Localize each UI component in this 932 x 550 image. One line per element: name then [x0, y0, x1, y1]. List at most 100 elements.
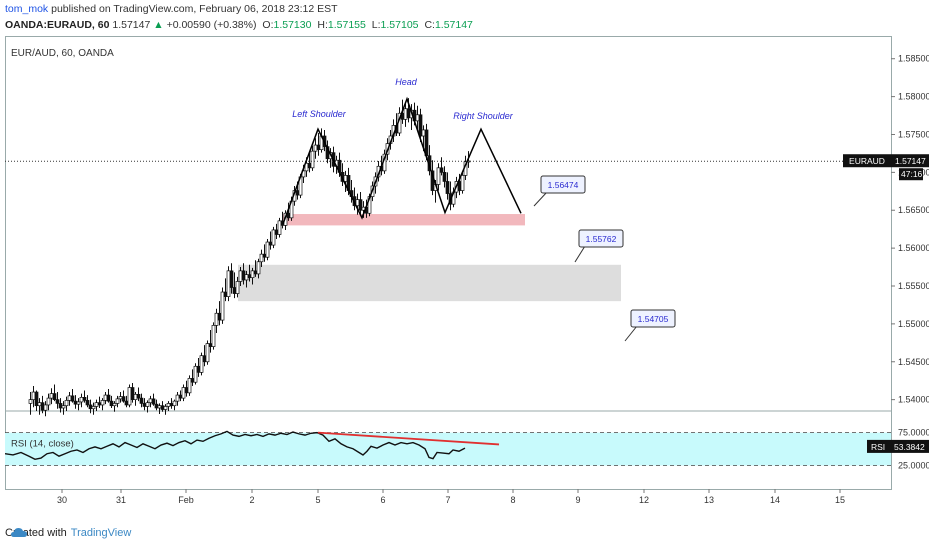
last-price: 1.57147	[112, 19, 151, 31]
candle-body	[160, 405, 165, 410]
x-tick-label: 14	[770, 495, 780, 505]
y-tick-label: 1.56500	[898, 205, 929, 215]
high-value: 1.57155	[327, 19, 366, 31]
x-tick-label: 9	[575, 495, 580, 505]
y-tick-label: 1.55500	[898, 281, 929, 291]
rsi-tag	[867, 439, 891, 453]
candle-body	[169, 403, 174, 407]
candle-body	[241, 270, 246, 281]
candle-body	[229, 270, 234, 288]
candle-body	[142, 403, 147, 407]
candle-body	[52, 393, 57, 400]
target-1564-label: 1.56474	[548, 180, 579, 190]
candle-body	[253, 270, 258, 275]
candle-body	[139, 397, 144, 404]
candle-body	[115, 398, 120, 404]
candle-body	[133, 393, 138, 400]
candle-body	[148, 398, 153, 404]
up-arrow-icon: ▲	[153, 19, 164, 31]
chart-area[interactable]: 1.585001.580001.575001.570001.565001.560…	[5, 36, 929, 523]
candle-body	[211, 325, 216, 347]
candle-body	[196, 365, 201, 373]
target-1564-box	[540, 175, 586, 194]
candle-body	[166, 403, 171, 407]
candle-body	[28, 399, 33, 404]
candle-body	[442, 172, 447, 182]
candle-body	[109, 400, 114, 407]
rsi-value-label: 53.3842	[894, 442, 925, 452]
chart-title: EUR/AUD, 60, OANDA	[11, 48, 114, 59]
candle-body	[58, 403, 63, 409]
x-tick-label: 2	[249, 495, 254, 505]
symbol-tag-label: EURAUD	[849, 156, 885, 166]
candle-body	[157, 405, 162, 409]
resistance-zone	[283, 214, 525, 226]
candle-body	[106, 394, 111, 402]
candle-body	[247, 274, 252, 279]
countdown-tag	[899, 168, 923, 181]
candle-body	[316, 144, 321, 150]
author-link[interactable]: tom_mok	[5, 3, 49, 15]
candle-body	[265, 241, 270, 258]
x-tick-label: Feb	[178, 495, 194, 505]
candle-body	[100, 400, 105, 406]
tradingview-cloud-icon	[11, 528, 27, 537]
candle-body	[49, 393, 54, 399]
candle-body	[130, 387, 135, 400]
candle-body	[187, 378, 192, 394]
target-1547-box	[630, 309, 676, 328]
price-tag	[891, 154, 929, 168]
candle-body	[205, 343, 210, 363]
chart-canvas[interactable]: 1.585001.580001.575001.570001.565001.560…	[5, 36, 929, 523]
x-tick-label: 15	[835, 495, 845, 505]
x-tick-label: 8	[510, 495, 515, 505]
candle-body	[91, 406, 96, 410]
symbol-tag	[843, 154, 891, 168]
candle-body	[250, 270, 255, 279]
open-value: 1.57130	[273, 19, 312, 31]
x-tick-label: 31	[116, 495, 126, 505]
high-label: H:	[317, 19, 328, 31]
candle-body	[31, 391, 36, 400]
candle-body	[208, 343, 213, 347]
candle-body	[199, 355, 204, 373]
y-tick-label: 1.54000	[898, 395, 929, 405]
candle-body	[118, 396, 123, 400]
rsi-tick-label: 75.0000	[898, 428, 929, 438]
x-tick-label: 12	[639, 495, 649, 505]
y-tick-label: 1.58500	[898, 54, 929, 64]
candle-body	[73, 400, 78, 405]
candle-body	[145, 402, 150, 407]
candle-body	[439, 167, 444, 173]
candle-body	[127, 387, 132, 406]
candle-body	[418, 114, 423, 137]
y-tick-label: 1.56000	[898, 243, 929, 253]
candle-body	[175, 394, 180, 402]
price-tag-label: 1.57147	[895, 156, 926, 166]
x-tick-label: 30	[57, 495, 67, 505]
candle-body	[37, 402, 42, 407]
candle-body	[232, 287, 237, 294]
right-shoulder-label: Right Shoulder	[453, 111, 514, 121]
candle-body	[112, 403, 117, 407]
candle-body	[259, 253, 264, 263]
low-label: L:	[371, 19, 381, 31]
candle-body	[238, 270, 243, 282]
candle-body	[214, 312, 219, 326]
candle-body	[274, 229, 279, 235]
candle-body	[415, 114, 420, 122]
support-zone	[238, 264, 621, 302]
candle-body	[436, 167, 441, 185]
candle-body	[103, 394, 108, 401]
target-1547-label: 1.54705	[638, 314, 669, 324]
candle-body	[310, 150, 315, 169]
head-shoulders-pattern	[282, 96, 522, 225]
candle-body	[193, 365, 198, 383]
tradingview-brand[interactable]: TradingView	[70, 527, 132, 539]
candle-body	[178, 394, 183, 399]
candle-body	[61, 405, 66, 409]
candle-body	[181, 387, 186, 399]
y-tick-label: 1.54500	[898, 357, 929, 367]
candle-body	[79, 397, 84, 403]
candle-body	[445, 181, 450, 194]
